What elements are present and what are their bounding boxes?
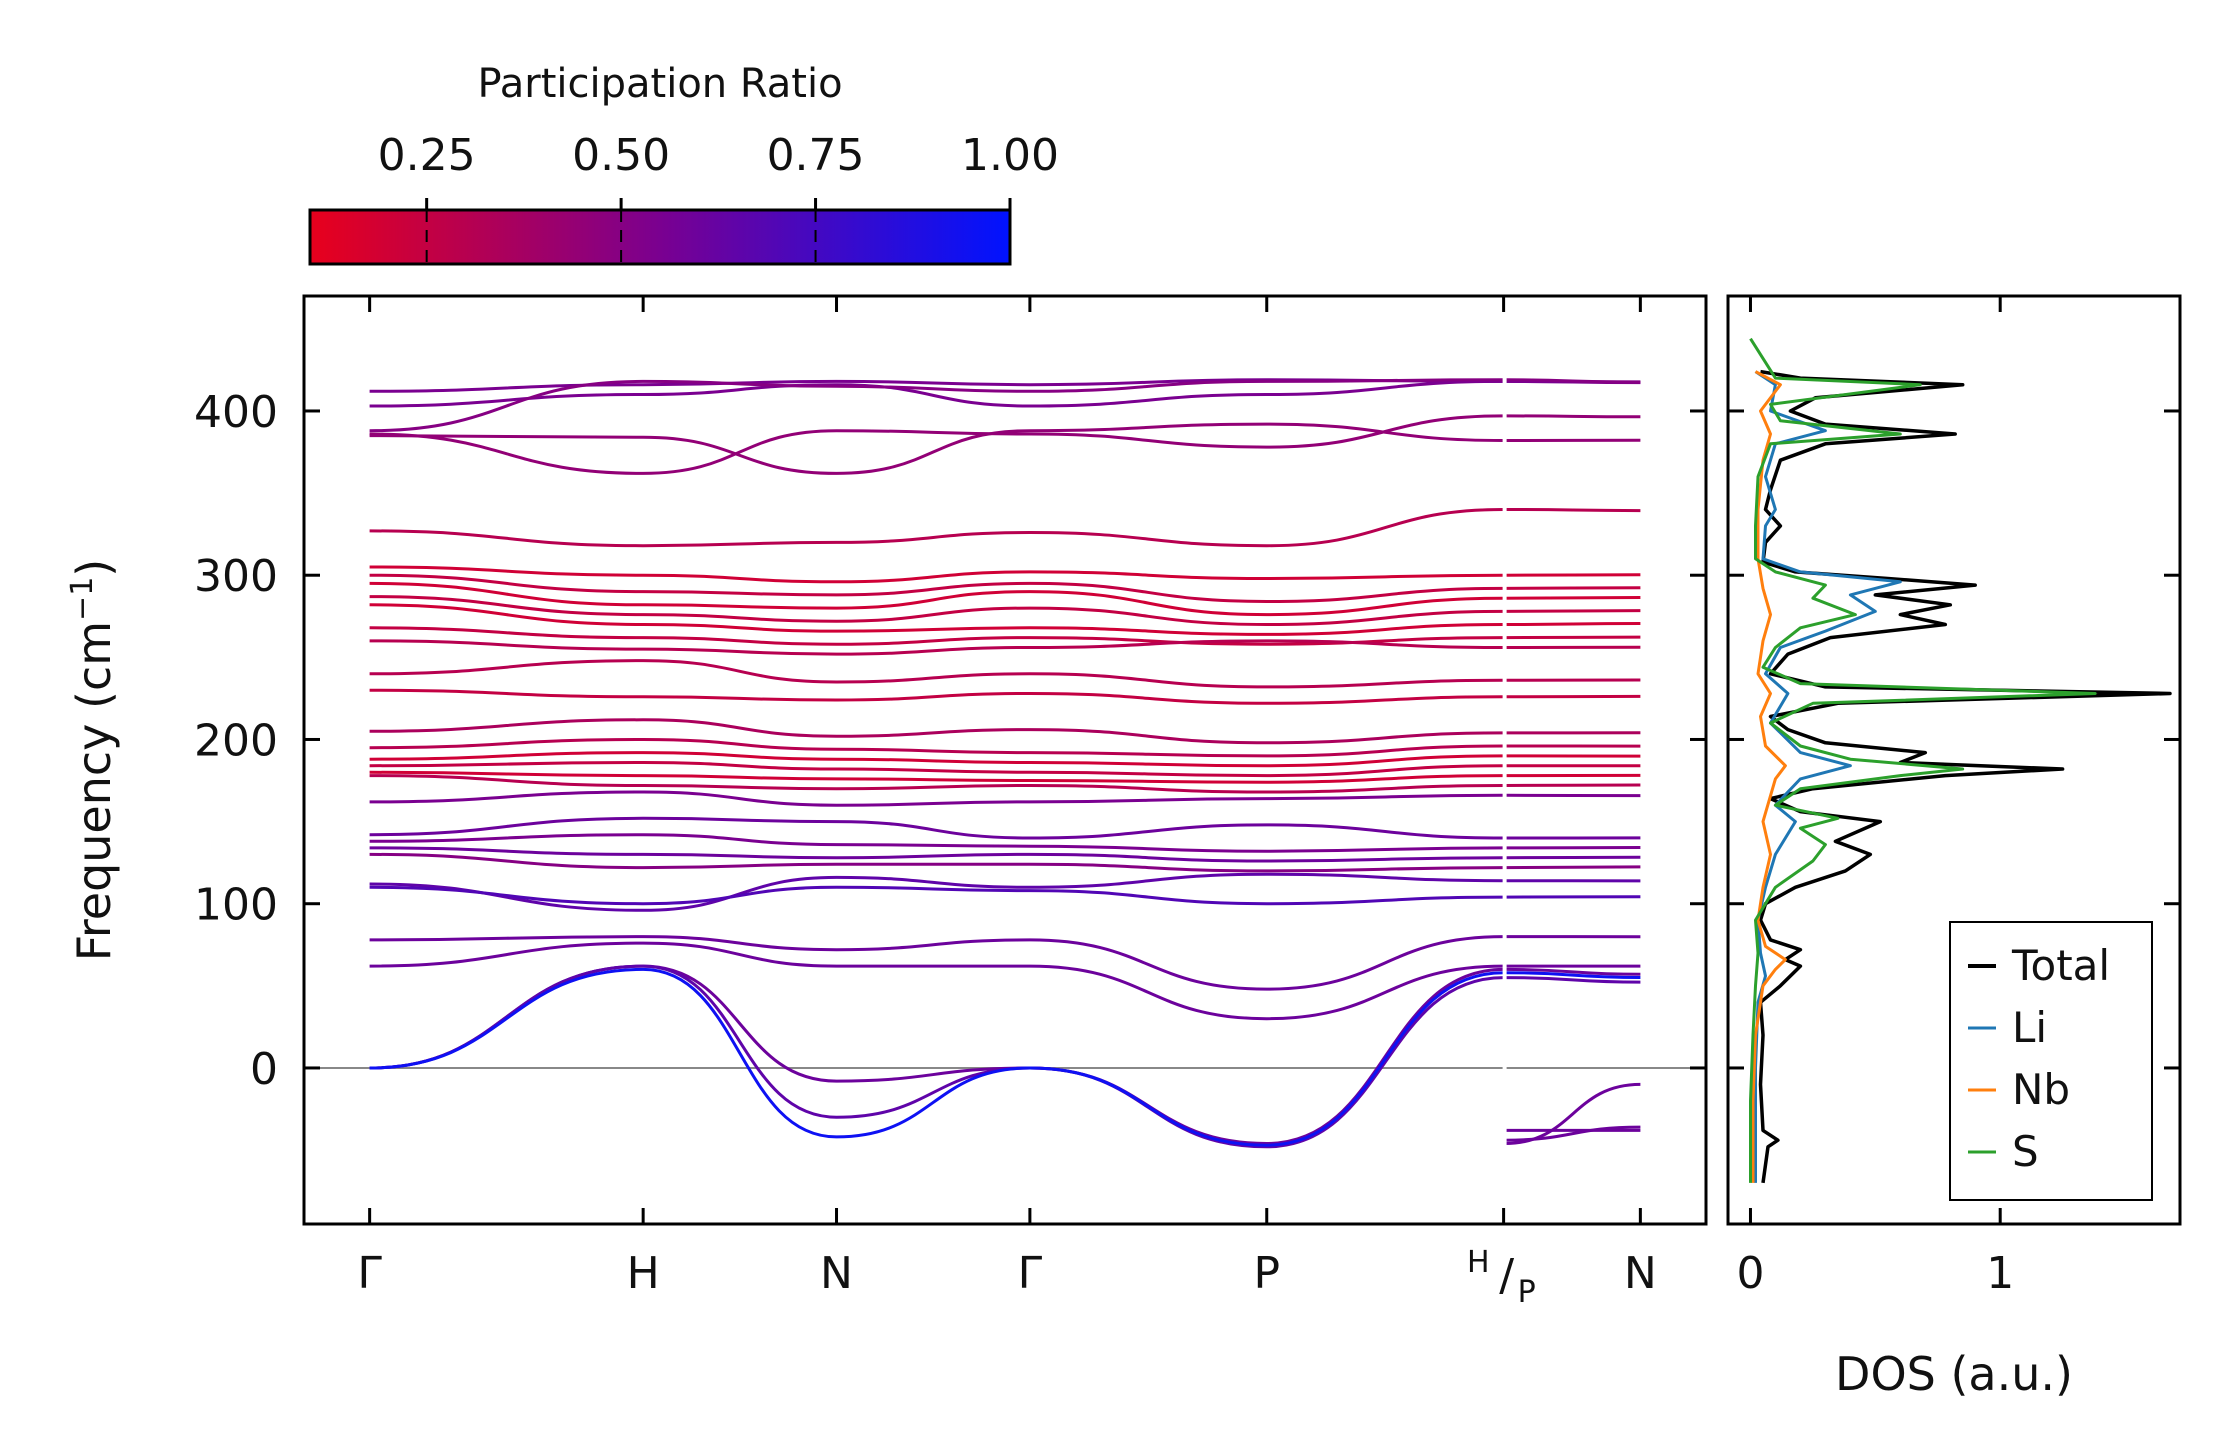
- colorbar-tick-label: 1.00: [961, 130, 1059, 181]
- y-tick-label: 0: [250, 1044, 278, 1095]
- x-tick-label-p: P: [1518, 1275, 1536, 1310]
- band-line: [369, 790, 1504, 807]
- band-line: [369, 659, 1504, 689]
- band-line: [369, 872, 1504, 912]
- band-line: [369, 774, 1504, 794]
- band-line-segment: [1504, 609, 1641, 613]
- band-line: [369, 760, 1504, 778]
- dos-x-axis-title: DOS (a.u.): [1835, 1347, 2073, 1401]
- band-line: [369, 833, 1504, 853]
- dos-line-li: [1754, 370, 1902, 1183]
- y-tick-label: 200: [194, 715, 278, 766]
- band-line-segment: [1504, 378, 1641, 384]
- band-line: [369, 565, 1504, 584]
- band-line-segment: [1504, 1125, 1641, 1142]
- band-panel-frame: [302, 294, 1708, 1226]
- x-tick-label: Γ: [1018, 1248, 1043, 1299]
- colorbar: Participation Ratio 0.25 0.50 0.75 1.00: [308, 61, 1059, 266]
- band-line: [369, 573, 1504, 604]
- band-line: [369, 718, 1504, 745]
- band-line-segment: [1504, 783, 1641, 787]
- band-line: [369, 508, 1504, 548]
- x-tick-label-h: H: [1467, 1245, 1490, 1280]
- band-line: [369, 967, 1504, 1147]
- band-line: [369, 422, 1504, 475]
- x-tick-label-slash: /: [1499, 1250, 1514, 1301]
- band-line: [369, 581, 1504, 617]
- colorbar-ticks: 0.25 0.50 0.75 1.00: [378, 130, 1059, 264]
- y-tick-label: 100: [194, 880, 278, 931]
- band-line: [369, 688, 1504, 705]
- band-line: [369, 378, 1504, 433]
- band-line-segment: [1504, 976, 1641, 984]
- x-tick-label: N: [820, 1248, 853, 1299]
- colorbar-tick-label: 0.50: [572, 130, 670, 181]
- colorbar-gradient: [308, 208, 1012, 266]
- band-line: [369, 751, 1504, 768]
- y-axis-title-end: ): [67, 559, 121, 577]
- band-line: [369, 770, 1504, 784]
- dos-panel-frame: [1726, 294, 2182, 1226]
- colorbar-tick-label: 0.75: [767, 130, 865, 181]
- dos-legend: Total Li Nb S: [1949, 921, 2153, 1201]
- band-line: [369, 603, 1504, 636]
- y-axis-title-main: Frequency (cm: [67, 621, 121, 961]
- x-tick-label: Γ: [357, 1248, 382, 1299]
- band-line-segment: [1504, 971, 1641, 979]
- band-line: [369, 941, 1504, 1021]
- legend-label-s: S: [2012, 1127, 2039, 1176]
- y-tick-label: 400: [194, 387, 278, 438]
- y-axis-ticks: 0 100 200 300 400: [194, 387, 1706, 1095]
- legend-label-total: Total: [2011, 941, 2110, 990]
- x-axis-ticks: Γ H N Γ P NH / P: [357, 296, 1657, 1310]
- band-line: [369, 414, 1504, 475]
- dos-lines: [1749, 337, 2172, 1184]
- band-line: [369, 639, 1504, 656]
- legend-label-nb: Nb: [2012, 1065, 2070, 1114]
- dos-x-tick-label: 1: [1986, 1248, 2014, 1299]
- y-axis-title-sup: −1: [65, 577, 100, 621]
- dos-x-tick-label: 0: [1736, 1248, 1764, 1299]
- band-line-segment: [1504, 414, 1641, 419]
- band-line-segment: [1504, 586, 1641, 590]
- band-line-segment: [1504, 596, 1641, 600]
- band-line-segment: [1504, 508, 1641, 513]
- band-line: [369, 846, 1504, 863]
- band-line-segment: [1504, 855, 1641, 860]
- colorbar-tick-label: 0.25: [378, 130, 476, 181]
- segment-break: [1502, 298, 1507, 1222]
- band-line: [369, 935, 1504, 991]
- phonon-bands: [369, 298, 1641, 1222]
- x-tick-label: N: [1624, 1248, 1657, 1299]
- band-line: [369, 595, 1504, 627]
- band-line: [369, 816, 1504, 840]
- band-line-segment: [1504, 967, 1641, 976]
- band-line: [369, 626, 1504, 646]
- dos-line-nb: [1751, 370, 1787, 1183]
- dos-line-s: [1749, 337, 2097, 1183]
- band-line: [369, 379, 1504, 408]
- legend-entries: Total Li Nb S: [1968, 941, 2110, 1176]
- legend-box: [1949, 921, 2153, 1201]
- colorbar-title: Participation Ratio: [477, 61, 842, 107]
- band-line: [369, 885, 1504, 906]
- band-line: [369, 737, 1504, 758]
- band-line-segment: [1504, 635, 1641, 640]
- legend-label-li: Li: [2012, 1003, 2047, 1052]
- band-line-segment: [1504, 622, 1641, 626]
- band-line-segment: [1504, 865, 1641, 870]
- y-tick-label: 300: [194, 551, 278, 602]
- x-tick-label: H: [627, 1248, 660, 1299]
- y-axis-title: Frequency (cm−1): [65, 559, 121, 962]
- band-line: [369, 852, 1504, 873]
- x-tick-label: P: [1253, 1248, 1280, 1299]
